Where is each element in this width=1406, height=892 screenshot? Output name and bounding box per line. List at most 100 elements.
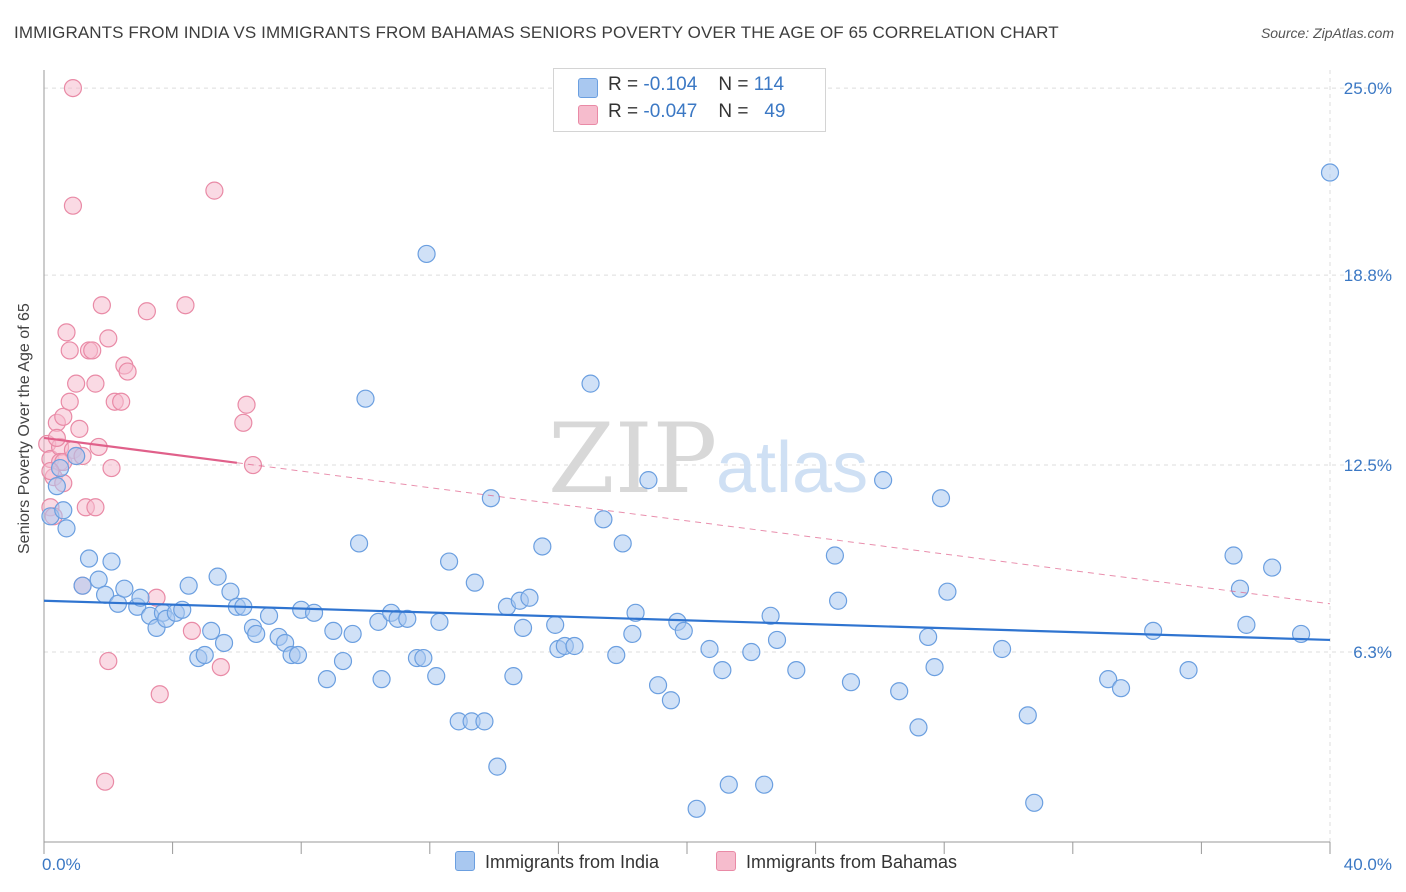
bahamas-point [70,419,89,438]
bahamas-point [102,458,121,478]
bahamas-point [54,407,73,426]
india-point [674,621,693,641]
bahamas-point [205,181,224,200]
india-point [247,624,266,644]
india-n-value: 114 [753,74,785,95]
india-point [488,757,507,776]
bahamas-point [92,296,111,315]
india-point [179,576,198,595]
india-point [648,676,668,695]
bahamas-point [57,323,76,342]
bottom-legend-bahamas: Immigrants from Bahamas [716,851,957,873]
bahamas-point [86,374,105,393]
india-point [546,615,565,634]
india-point [767,630,787,650]
bahamas-swatch [716,851,736,871]
india-point [343,624,362,644]
india-point [1179,661,1198,680]
india-point [533,537,552,556]
bahamas-point [211,657,230,677]
india-point [938,582,957,601]
india-point [439,552,459,571]
bahamas-trend-line-dashed [236,462,1331,605]
india-point [713,661,732,680]
india-point [417,244,436,264]
india-point [89,570,108,589]
india-point [1025,793,1044,812]
watermark: ZIP atlas [548,403,868,515]
bahamas-point [234,413,253,432]
bahamas-point [60,392,79,411]
y-tick-label: 25.0% [1344,79,1392,98]
bahamas-points [38,78,263,791]
chart-title: IMMIGRANTS FROM INDIA VS IMMIGRANTS FROM… [14,23,1059,42]
india-point [259,606,279,625]
india-point [909,718,928,737]
india-point [787,661,806,680]
india-point [1230,579,1250,598]
india-point [208,567,227,586]
india-point [613,534,632,553]
india-point [414,648,433,668]
india-swatch [578,78,598,98]
india-point [1224,546,1243,565]
x-tick-label: 0.0% [42,855,81,874]
india-point [829,591,848,610]
india-point [324,621,343,641]
india-point [333,651,353,671]
bahamas-point [237,395,256,414]
india-point [1099,670,1118,689]
x-tick-labels: 0.0% 40.0% [42,855,1392,874]
y-tick-labels: 6.3% 12.5% 18.8% 25.0% [1344,79,1392,662]
bahamas-trend-line [43,436,238,464]
india-point [639,471,658,490]
india-point [661,691,681,710]
india-point [102,552,121,571]
india-point [890,682,909,701]
india-point [520,588,539,607]
india-point [465,573,484,592]
bahamas-point [99,329,118,348]
india-point [50,458,70,478]
bahamas-point [112,392,131,411]
india-point [755,775,774,794]
india-point [565,636,584,656]
india-point [430,612,449,631]
bahamas-point [176,296,195,315]
india-point [687,799,706,818]
bahamas-point [83,341,102,360]
bahamas-point [89,437,108,457]
india-point [594,510,613,529]
india-point [73,576,92,595]
india-point [931,489,951,508]
india-point [202,621,221,641]
india-point [481,489,500,508]
india-trend-line [43,599,1331,642]
india-point [719,775,738,794]
bahamas-point [150,685,169,704]
india-point [1144,621,1163,641]
india-point [607,645,626,665]
india-r-value: -0.104 [643,74,698,95]
trend-lines [43,436,1331,642]
bahamas-r-value: -0.047 [643,101,698,122]
india-point [317,670,337,689]
india-point [427,667,446,686]
x-tick-label: 40.0% [1344,855,1392,874]
india-point [1320,163,1340,182]
india-point [700,639,719,659]
india-point [288,645,308,665]
india-point [626,603,645,622]
india-point [398,609,417,628]
watermark-zip: ZIP [548,403,717,515]
india-point [513,618,533,637]
india-point [115,579,134,598]
bahamas-point [95,772,115,791]
bahamas-point [67,374,86,393]
y-tick-label: 6.3% [1353,643,1392,662]
india-point [919,627,938,647]
india-point [623,624,642,644]
india-point [372,670,391,689]
bottom-legend-bahamas-label: Immigrants from Bahamas [746,852,958,872]
india-point [475,712,494,731]
